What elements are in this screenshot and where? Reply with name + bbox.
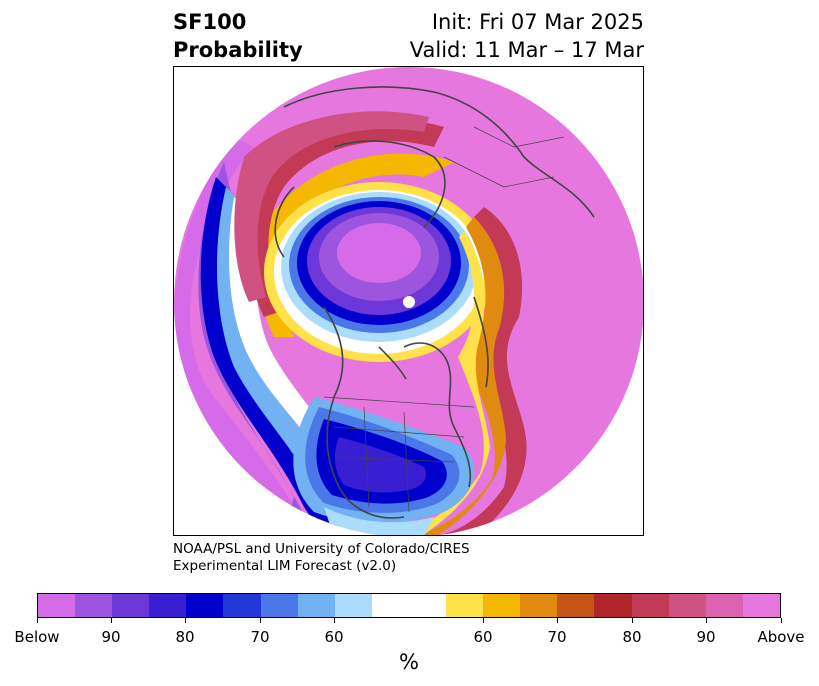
colorbar-tick-label: Above bbox=[757, 628, 805, 646]
valid-date-range: Valid: 11 Mar – 17 Mar bbox=[409, 38, 644, 62]
credit-line-1: NOAA/PSL and University of Colorado/CIRE… bbox=[173, 541, 470, 557]
colorbar-swatch bbox=[594, 594, 632, 617]
credit-line-2: Experimental LIM Forecast (v2.0) bbox=[173, 558, 397, 574]
colorbar-tick-mark bbox=[557, 618, 558, 623]
colorbar bbox=[37, 593, 781, 618]
colorbar-swatch bbox=[520, 594, 558, 617]
colorbar-swatch bbox=[260, 594, 298, 617]
colorbar-tick-mark bbox=[111, 618, 112, 623]
colorbar-tick-label: 90 bbox=[696, 628, 716, 646]
forecast-dates: Init: Fri 07 Mar 2025 Valid: 11 Mar – 17… bbox=[410, 8, 644, 64]
colorbar-swatch bbox=[223, 594, 261, 617]
coastlines bbox=[274, 86, 595, 519]
title-line-1: SF100 bbox=[173, 10, 247, 34]
colorbar-swatch bbox=[446, 594, 484, 617]
colorbar-swatch bbox=[149, 594, 187, 617]
map-title: SF100 Probability bbox=[173, 8, 303, 64]
colorbar-tick-label: 60 bbox=[324, 628, 344, 646]
colorbar-tick-mark bbox=[632, 618, 633, 623]
colorbar-swatch bbox=[668, 594, 706, 617]
polar-map bbox=[174, 67, 643, 535]
colorbar-swatch bbox=[112, 594, 150, 617]
colorbar-swatch bbox=[38, 594, 76, 617]
colorbar-swatch bbox=[483, 594, 521, 617]
colorbar-tick-label: 90 bbox=[101, 628, 121, 646]
map-panel bbox=[173, 66, 644, 536]
colorbar-tick-label: 80 bbox=[175, 628, 195, 646]
colorbar-swatch bbox=[631, 594, 669, 617]
colorbar-tick-mark bbox=[781, 618, 782, 623]
colorbar-tick-mark bbox=[37, 618, 38, 623]
colorbar-tick-label: 70 bbox=[547, 628, 567, 646]
init-date: Init: Fri 07 Mar 2025 bbox=[431, 10, 644, 34]
colorbar-swatch bbox=[705, 594, 743, 617]
colorbar-swatch bbox=[742, 594, 780, 617]
colorbar-tick-mark bbox=[334, 618, 335, 623]
colorbar-swatch bbox=[408, 594, 447, 617]
colorbar-tick-mark bbox=[185, 618, 186, 623]
colorbar-tick-label: 70 bbox=[250, 628, 270, 646]
colorbar-unit: % bbox=[399, 650, 419, 674]
credit-text: NOAA/PSL and University of Colorado/CIRE… bbox=[173, 541, 470, 575]
colorbar-tick-label: Below bbox=[14, 628, 60, 646]
colorbar-tick-label: 60 bbox=[473, 628, 493, 646]
colorbar-tick-mark bbox=[483, 618, 484, 623]
colorbar-swatch bbox=[75, 594, 113, 617]
colorbar-swatch bbox=[334, 594, 372, 617]
colorbar-swatch bbox=[297, 594, 335, 617]
colorbar-tick-mark bbox=[706, 618, 707, 623]
colorbar-swatch bbox=[186, 594, 224, 617]
title-line-2: Probability bbox=[173, 38, 303, 62]
probability-field bbox=[174, 67, 643, 535]
colorbar-swatch bbox=[557, 594, 595, 617]
borders bbox=[323, 126, 565, 513]
colorbar-tick-label: 80 bbox=[622, 628, 642, 646]
colorbar-tick-mark bbox=[260, 618, 261, 623]
colorbar-swatch bbox=[371, 594, 409, 617]
